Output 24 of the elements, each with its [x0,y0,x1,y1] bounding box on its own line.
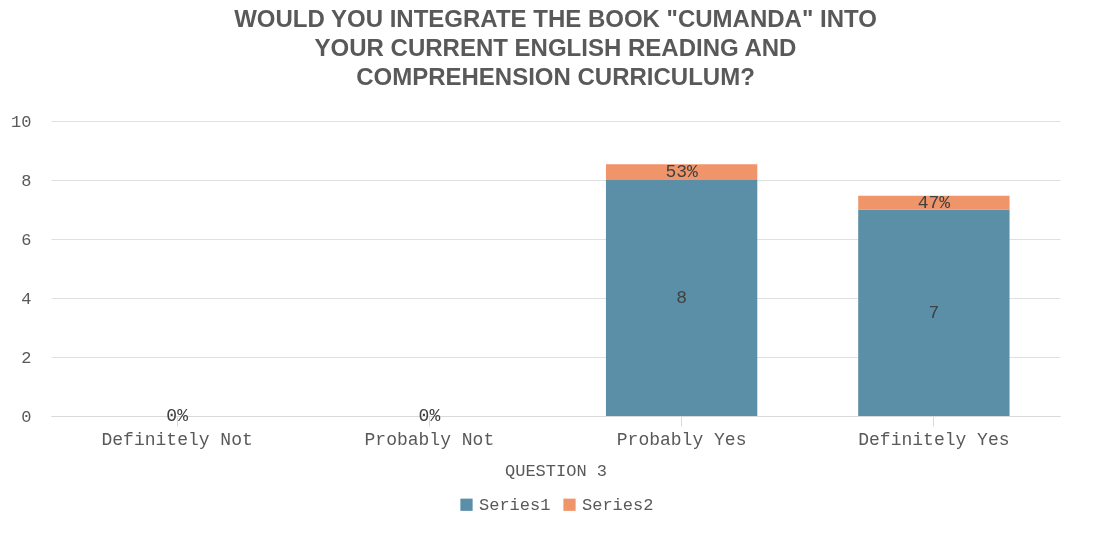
y-tick-label: 4 [21,289,32,309]
x-tick-label: Probably Not [364,429,495,450]
x-tick-label: Definitely Not [101,429,253,450]
chart-title: WOULD YOU INTEGRATE THE BOOK "CUMANDA" INTO YOUR CURRENT ENGLISH READING AND COMPREHENSION CURRICULUM? [234,5,877,90]
data-label: 53% [665,162,699,183]
data-label: 47% [917,192,951,213]
y-tick-label: 8 [21,171,32,191]
bar [605,164,758,180]
data-label: 8 [676,288,688,308]
y-tick-label: 10 [11,112,32,132]
y-tick-label: 2 [21,348,32,368]
x-tick-label: Probably Yes [616,429,747,450]
data-label: 0% [418,406,441,426]
x-axis-title: QUESTION 3 [504,461,608,481]
legend-label: Series1 [479,495,551,515]
y-tick-label: 0 [21,407,32,427]
data-label: 7 [928,302,940,323]
data-label: 0% [166,406,189,426]
x-tick-label: Definitely Yes [858,429,1010,450]
bar [858,209,1010,416]
y-tick-label: 6 [21,230,32,250]
legend-label: Series2 [582,495,654,515]
bar [605,180,758,416]
bar [858,195,1010,210]
